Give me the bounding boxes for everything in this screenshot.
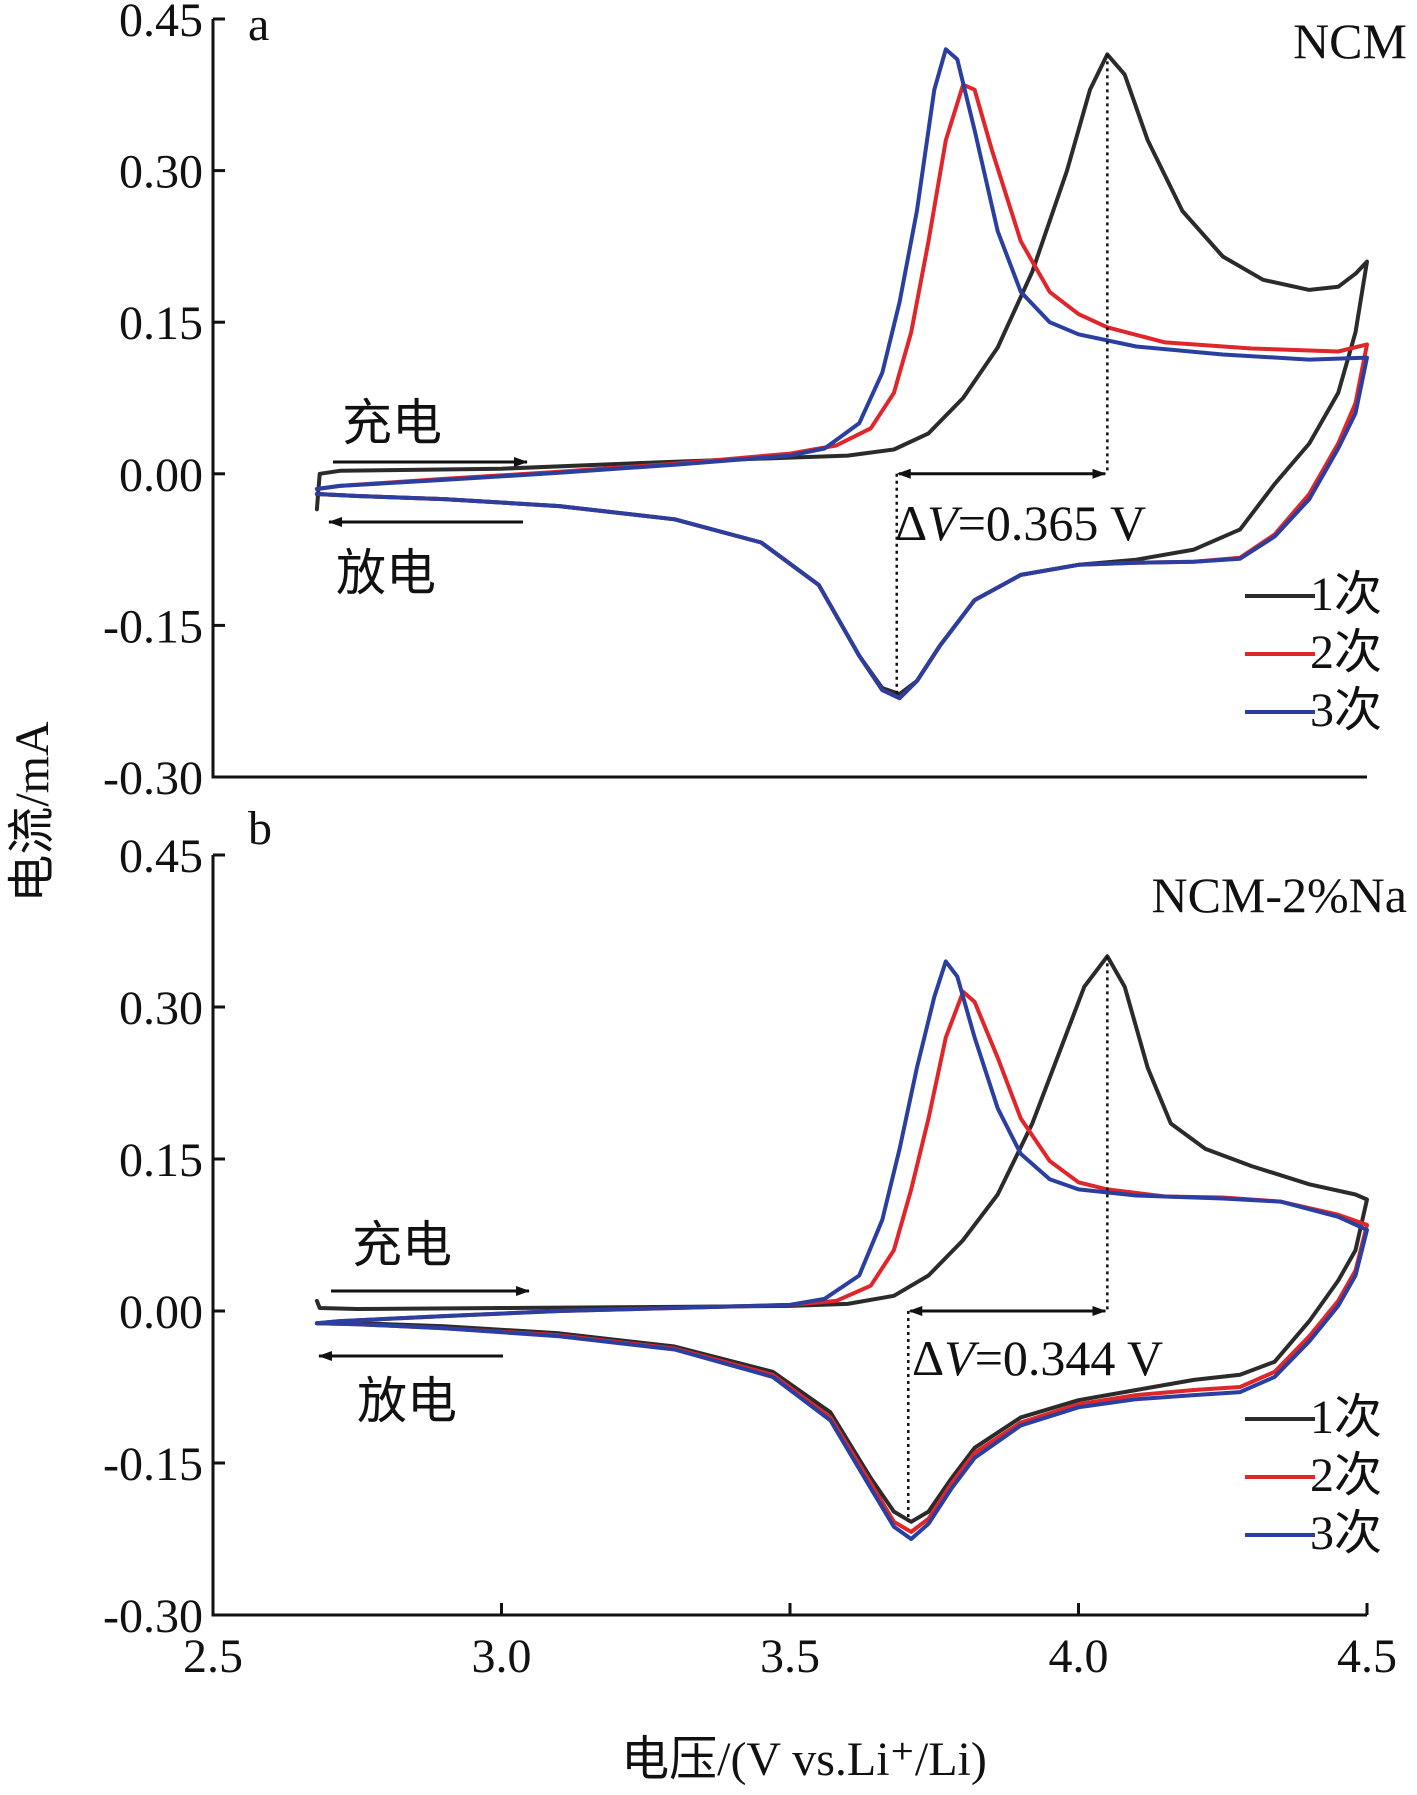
y-tick-label-a: -0.30 <box>103 752 203 805</box>
y-axis-title: 电流/mA <box>6 721 59 903</box>
series-line-a-2次 <box>314 82 1369 701</box>
x-tick-label: 3.5 <box>760 1630 820 1683</box>
y-tick-label-b: 0.45 <box>119 830 203 883</box>
legend-label-a: 2次 <box>1310 626 1382 679</box>
sample-label-b: NCM-2%Na <box>1151 867 1407 923</box>
legend-label-a: 1次 <box>1310 568 1382 621</box>
series-group-b <box>314 954 1369 1541</box>
delta-v-annotation-b <box>907 956 1109 1522</box>
series-line-b-2次 <box>314 989 1369 1534</box>
panel-letter-b: b <box>248 802 272 855</box>
legend-label-b: 1次 <box>1310 1391 1382 1444</box>
panel-letter-a: a <box>248 0 269 51</box>
delta-v-annotation-a <box>895 54 1109 695</box>
y-tick-label-a: 0.30 <box>119 146 203 199</box>
panel-a: a NCM 0.45 0.30 0.15 0.00 -0.15 -0.30 充电 放电 Δ… <box>103 0 1407 805</box>
delta-v-value-b: =0.344 V <box>975 1330 1163 1386</box>
x-tick-label: 3.0 <box>472 1630 532 1683</box>
legend-label-b: 2次 <box>1310 1449 1382 1502</box>
x-tick-label: 4.5 <box>1337 1630 1397 1683</box>
y-tick-label-b: 0.00 <box>119 1286 203 1339</box>
axes-a: 0.45 0.30 0.15 0.00 -0.15 -0.30 <box>103 0 1367 805</box>
panel-b: b NCM-2%Na 0.45 0.30 0.15 0.00 -0.15 -0.30 充电… <box>103 802 1407 1643</box>
y-tick-label-b: 0.15 <box>119 1134 203 1187</box>
x-axis-title: 电压/(V vs.Li⁺/Li) <box>621 1733 987 1786</box>
y-tick-label-b: -0.30 <box>103 1590 203 1643</box>
delta-v-arrowhead-left-a <box>896 468 911 479</box>
delta-v-value-a: =0.365 V <box>958 495 1146 551</box>
y-tick-label-a: 0.00 <box>119 449 203 502</box>
delta-v-italic-a: V <box>927 495 963 551</box>
charge-label-a: 充电 <box>342 395 442 451</box>
series-line-b-3次 <box>314 959 1369 1541</box>
y-tick-label-b: -0.15 <box>103 1438 203 1491</box>
annotations-a: 充电 放电 ΔV=0.365 V <box>328 54 1146 695</box>
y-tick-label-b: 0.30 <box>119 982 203 1035</box>
sample-label-a: NCM <box>1293 13 1407 69</box>
x-tick-label: 2.5 <box>183 1630 243 1683</box>
annotations-b: 充电 放电 ΔV=0.344 V <box>318 956 1163 1522</box>
delta-symbol-b: Δ <box>912 1330 944 1386</box>
series-line-a-1次 <box>314 52 1369 697</box>
series-line-b-1次 <box>314 954 1369 1524</box>
legend-label-a: 3次 <box>1310 684 1382 737</box>
series-line-a-3次 <box>314 47 1369 701</box>
x-ticks: 2.5 3.0 3.5 4.0 4.5 <box>183 1603 1397 1683</box>
y-tick-label-a: 0.45 <box>119 0 203 47</box>
y-tick-label-a: -0.15 <box>103 600 203 653</box>
delta-v-italic-b: V <box>944 1330 980 1386</box>
axes-b: 0.45 0.30 0.15 0.00 -0.15 -0.30 <box>103 830 1367 1643</box>
delta-v-label-b: ΔV=0.344 V <box>912 1330 1163 1386</box>
discharge-label-a: 放电 <box>336 545 436 601</box>
legend-label-b: 3次 <box>1310 1507 1382 1560</box>
discharge-label-b: 放电 <box>357 1373 457 1429</box>
delta-v-arrowhead-left-b <box>908 1306 923 1316</box>
charge-label-b: 充电 <box>352 1217 452 1273</box>
y-tick-label-a: 0.15 <box>119 297 203 350</box>
series-group-a <box>314 47 1369 701</box>
delta-v-label-a: ΔV=0.365 V <box>895 495 1146 551</box>
x-tick-label: 4.0 <box>1049 1630 1109 1683</box>
delta-symbol-a: Δ <box>895 495 927 551</box>
